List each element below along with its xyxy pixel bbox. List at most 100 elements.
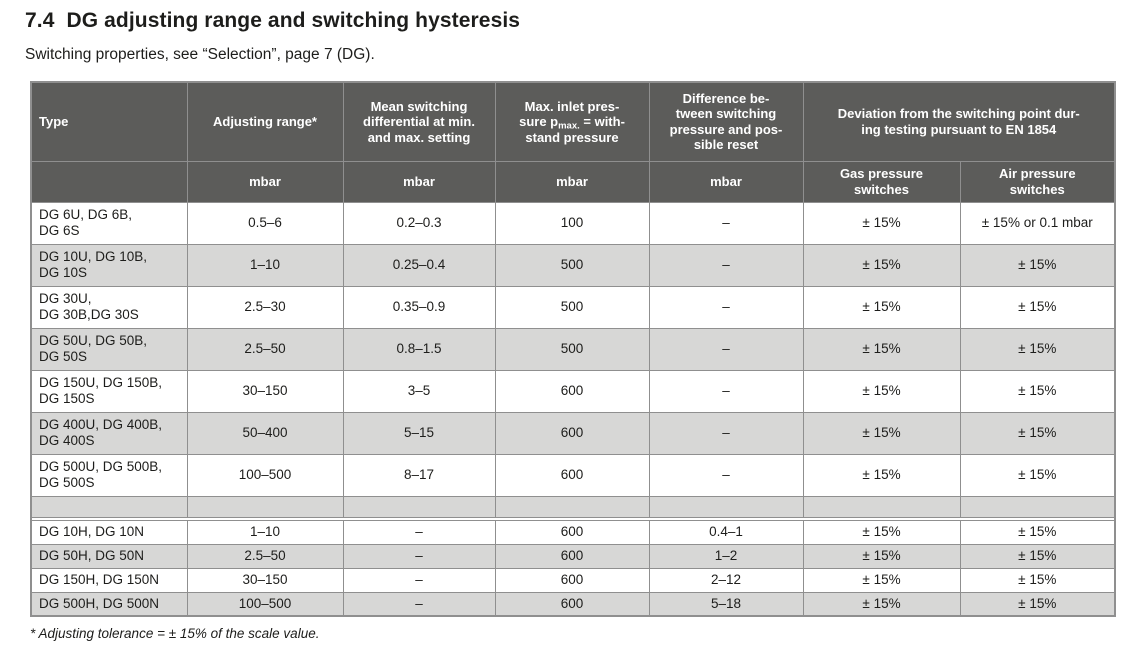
adjusting-range-cell: 2.5–50 <box>186 543 344 569</box>
air-deviation-cell: ± 15% or 0.1 mbar <box>959 201 1116 245</box>
gas-deviation-cell: ± 15% <box>802 327 961 371</box>
gas-deviation-cell: ± 15% <box>802 519 961 545</box>
gas-deviation-cell: ± 15% <box>802 201 961 245</box>
adjusting-range-cell: 1–10 <box>186 243 344 287</box>
header-row-units: mbar mbar mbar mbar Gas pressure switche… <box>30 160 1116 203</box>
col-header-max-inlet-pressure: Max. inlet pres- sure pmax. = with- stan… <box>494 81 650 162</box>
table-row: DG 400U, DG 400B, DG 400S 50–400 5–15 600– ±… <box>30 411 1116 455</box>
type-cell: DG 50U, DG 50B, DG 50S <box>30 327 188 371</box>
spacer-cell <box>802 495 961 518</box>
mean-differential-cell: 3–5 <box>342 369 496 413</box>
spacer-cell <box>186 495 344 518</box>
datasheet-page: 7.4 DG adjusting range and switching hyst… <box>25 9 1146 641</box>
type-cell: DG 10H, DG 10N <box>30 519 188 545</box>
unit-cell-mbar: mbar <box>186 160 344 203</box>
difference-cell: 1–2 <box>648 543 804 569</box>
adjusting-range-cell: 0.5–6 <box>186 201 344 245</box>
adjusting-range-cell: 2.5–50 <box>186 327 344 371</box>
difference-cell: 2–12 <box>648 567 804 593</box>
max-inlet-text-post: = with- stand pressure <box>525 114 625 145</box>
col-header-mean-differential: Mean switching differential at min. and … <box>342 81 496 162</box>
section-title-text: DG adjusting range and switching hystere… <box>66 9 521 32</box>
air-deviation-cell: ± 15% <box>959 327 1116 371</box>
spacer-cell <box>959 495 1116 518</box>
mean-differential-cell: 8–17 <box>342 453 496 497</box>
type-cell: DG 400U, DG 400B, DG 400S <box>30 411 188 455</box>
mean-differential-cell: 0.25–0.4 <box>342 243 496 287</box>
adjusting-range-cell: 30–150 <box>186 369 344 413</box>
adjusting-range-cell: 100–500 <box>186 591 344 617</box>
gas-deviation-cell: ± 15% <box>802 285 961 329</box>
mean-differential-cell: 0.8–1.5 <box>342 327 496 371</box>
air-deviation-cell: ± 15% <box>959 243 1116 287</box>
type-cell: DG 10U, DG 10B, DG 10S <box>30 243 188 287</box>
type-cell: DG 30U, DG 30B,DG 30S <box>30 285 188 329</box>
spacer-cell <box>342 495 496 518</box>
section-number: 7.4 <box>25 9 55 32</box>
air-deviation-cell: ± 15% <box>959 567 1116 593</box>
air-deviation-cell: ± 15% <box>959 285 1116 329</box>
mean-differential-cell: – <box>342 567 496 593</box>
adjusting-range-cell: 2.5–30 <box>186 285 344 329</box>
difference-cell: – <box>648 369 804 413</box>
difference-cell: – <box>648 411 804 455</box>
gas-deviation-cell: ± 15% <box>802 591 961 617</box>
air-deviation-cell: ± 15% <box>959 543 1116 569</box>
mean-differential-cell: 5–15 <box>342 411 496 455</box>
type-cell: DG 6U, DG 6B, DG 6S <box>30 201 188 245</box>
col-header-air-switches: Air pressure switches <box>959 160 1116 203</box>
air-deviation-cell: ± 15% <box>959 411 1116 455</box>
unit-cell-mbar: mbar <box>342 160 496 203</box>
pmax-subscript: max. <box>558 120 580 132</box>
air-deviation-cell: ± 15% <box>959 591 1116 617</box>
subtitle: Switching properties, see “Selection”, p… <box>25 46 375 63</box>
max-inlet-cell: 100 <box>494 201 650 245</box>
unit-cell-mbar: mbar <box>494 160 650 203</box>
table-row: DG 30U, DG 30B,DG 30S 2.5–30 0.35–0.9 500– ±… <box>30 285 1116 329</box>
adjusting-range-cell: 50–400 <box>186 411 344 455</box>
table-row: DG 150U, DG 150B, DG 150S 30–150 3–5 600– ± … <box>30 369 1116 413</box>
max-inlet-cell: 500 <box>494 243 650 287</box>
table-row: DG 10H, DG 10N 1–10–600 0.4–1 ± 15% ± 15% <box>30 519 1116 545</box>
header-row-main: Type Adjusting range* Mean switching dif… <box>30 81 1116 162</box>
page-title: 7.4 DG adjusting range and switching hyst… <box>25 9 1146 33</box>
table-row: DG 500H, DG 500N 100–500–600 5–18 ± 15% ± 15… <box>30 591 1116 617</box>
table-row: DG 6U, DG 6B, DG 6S 0.5–6 0.2–0.3 100– ± 15%… <box>30 201 1116 245</box>
mean-differential-cell: – <box>342 591 496 617</box>
max-inlet-cell: 600 <box>494 453 650 497</box>
type-cell: DG 500U, DG 500B, DG 500S <box>30 453 188 497</box>
gas-deviation-cell: ± 15% <box>802 411 961 455</box>
dg-spec-table: Type Adjusting range* Mean switching dif… <box>30 81 1117 617</box>
spacer-cell <box>30 495 188 518</box>
col-header-adjusting-range: Adjusting range* <box>186 81 344 162</box>
col-header-type: Type <box>30 81 188 162</box>
max-inlet-cell: 600 <box>494 411 650 455</box>
table-row: DG 150H, DG 150N 30–150–600 2–12 ± 15% ± 15% <box>30 567 1116 593</box>
col-header-gas-switches: Gas pressure switches <box>802 160 961 203</box>
mean-differential-cell: 0.2–0.3 <box>342 201 496 245</box>
mean-differential-cell: – <box>342 543 496 569</box>
max-inlet-cell: 600 <box>494 543 650 569</box>
table-row: DG 500U, DG 500B, DG 500S 100–500 8–17 600–… <box>30 453 1116 497</box>
footnote: * Adjusting tolerance = ± 15% of the sca… <box>30 626 320 641</box>
table-header: Type Adjusting range* Mean switching dif… <box>30 81 1116 203</box>
type-cell: DG 150H, DG 150N <box>30 567 188 593</box>
spacer-row <box>30 495 1116 518</box>
type-cell: DG 500H, DG 500N <box>30 591 188 617</box>
spacer-cell <box>648 495 804 518</box>
difference-cell: – <box>648 285 804 329</box>
gas-deviation-cell: ± 15% <box>802 543 961 569</box>
mean-differential-cell: – <box>342 519 496 545</box>
difference-cell: 5–18 <box>648 591 804 617</box>
adjusting-range-cell: 30–150 <box>186 567 344 593</box>
col-header-difference: Difference be- tween switching pressure … <box>648 81 804 162</box>
air-deviation-cell: ± 15% <box>959 453 1116 497</box>
gas-deviation-cell: ± 15% <box>802 369 961 413</box>
spacer-cell <box>494 495 650 518</box>
gas-deviation-cell: ± 15% <box>802 243 961 287</box>
difference-cell: – <box>648 243 804 287</box>
difference-cell: – <box>648 327 804 371</box>
col-header-deviation: Deviation from the switching point dur- … <box>802 81 1116 162</box>
gas-deviation-cell: ± 15% <box>802 453 961 497</box>
unit-cell-mbar: mbar <box>648 160 804 203</box>
